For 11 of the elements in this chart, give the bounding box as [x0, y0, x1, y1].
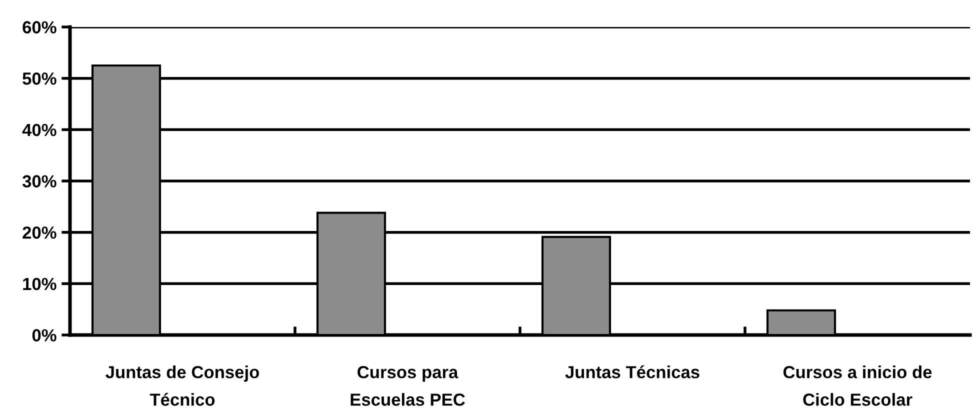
x-tick-label: Cursos para Escuelas PEC — [350, 366, 465, 406]
y-tick-label: 60% — [22, 21, 56, 34]
x-tick-label: Juntas Técnicas — [565, 365, 700, 378]
x-tick-label: Juntas de Consejo Técnico — [106, 366, 260, 406]
y-tick-label: 20% — [22, 226, 56, 239]
y-tick-label: 40% — [22, 124, 56, 136]
x-tick-label: Cursos a inicio de Ciclo Escolar — [783, 366, 932, 406]
y-tick-label: 50% — [22, 72, 56, 85]
y-tick-label: 30% — [22, 175, 56, 188]
y-tick-label: 10% — [23, 278, 56, 290]
y-tick-label: 0% — [32, 329, 56, 342]
